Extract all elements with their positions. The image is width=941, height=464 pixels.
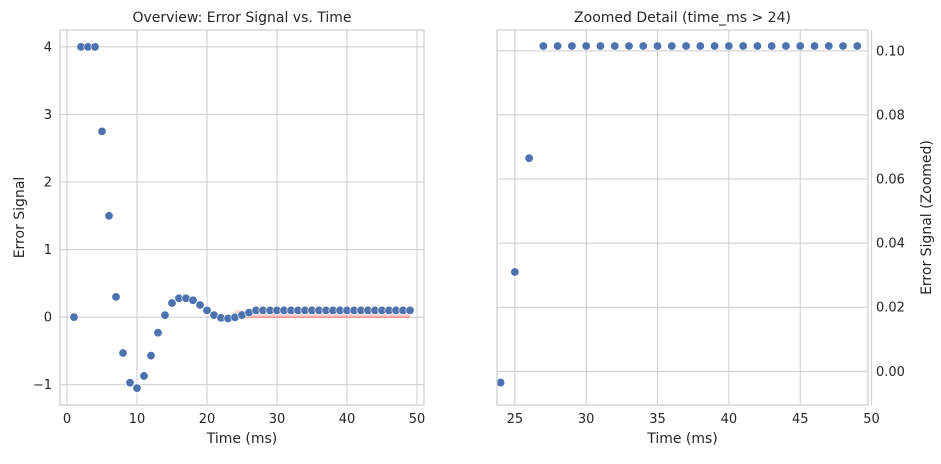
y-tick-label: 1 bbox=[44, 243, 52, 258]
overview-x-axis-label: Time (ms) bbox=[206, 431, 278, 447]
y-tick-label: 0.08 bbox=[876, 108, 905, 123]
x-tick-label: 50 bbox=[409, 412, 426, 427]
zoomed-chart: 25 30 35 40 45 50 0.00 0.02 0.04 0.06 0.08 0.10 Zo… bbox=[496, 10, 935, 447]
data-point bbox=[581, 41, 591, 51]
x-tick-label: 45 bbox=[792, 412, 809, 427]
data-point bbox=[667, 41, 677, 51]
data-point bbox=[195, 300, 205, 310]
zoomed-x-axis-label: Time (ms) bbox=[646, 431, 718, 447]
overview-chart: 0 10 20 30 40 50 −1 0 1 2 3 4 Overview: Error Sign… bbox=[12, 10, 425, 447]
y-tick-label: 0.04 bbox=[876, 237, 905, 252]
y-tick-label: 0.10 bbox=[876, 44, 905, 59]
y-tick-label: 3 bbox=[44, 108, 52, 123]
x-tick-label: 40 bbox=[339, 412, 356, 427]
data-point bbox=[510, 267, 520, 277]
data-point bbox=[595, 41, 605, 51]
x-tick-label: 0 bbox=[63, 412, 71, 427]
data-point bbox=[752, 41, 762, 51]
data-point bbox=[188, 295, 198, 305]
x-tick-label: 30 bbox=[578, 412, 595, 427]
data-point bbox=[496, 378, 506, 388]
data-point bbox=[202, 305, 212, 315]
data-point bbox=[567, 41, 577, 51]
x-tick-label: 30 bbox=[269, 412, 286, 427]
data-point bbox=[69, 312, 79, 322]
x-tick-label: 50 bbox=[863, 412, 880, 427]
y-tick-label: 0.00 bbox=[876, 365, 905, 380]
y-tick-label: 0.02 bbox=[876, 301, 905, 316]
data-point bbox=[405, 305, 415, 315]
data-point bbox=[132, 383, 142, 393]
data-point bbox=[104, 211, 114, 221]
data-point bbox=[738, 41, 748, 51]
highlight-band bbox=[235, 310, 410, 318]
data-point bbox=[638, 41, 648, 51]
data-point bbox=[681, 41, 691, 51]
data-point bbox=[111, 292, 121, 302]
data-point bbox=[167, 298, 177, 308]
data-point bbox=[767, 41, 777, 51]
data-point bbox=[653, 41, 663, 51]
data-point bbox=[624, 41, 634, 51]
data-point bbox=[610, 41, 620, 51]
data-point bbox=[118, 348, 128, 358]
data-point bbox=[97, 126, 107, 136]
data-point bbox=[160, 310, 170, 320]
data-point bbox=[695, 41, 705, 51]
zoomed-y-axis-label: Error Signal (Zoomed) bbox=[919, 140, 935, 295]
data-point bbox=[146, 351, 156, 361]
x-tick-label: 25 bbox=[507, 412, 524, 427]
overview-title: Overview: Error Signal vs. Time bbox=[132, 10, 351, 26]
data-point bbox=[524, 153, 534, 163]
data-point bbox=[90, 42, 100, 52]
y-tick-label: 4 bbox=[44, 40, 52, 55]
y-tick-label: 2 bbox=[44, 176, 52, 191]
overview-plot-frame bbox=[59, 29, 425, 406]
x-tick-label: 10 bbox=[129, 412, 146, 427]
data-point bbox=[125, 378, 135, 388]
data-point bbox=[710, 41, 720, 51]
data-point bbox=[153, 328, 163, 338]
data-point bbox=[824, 41, 834, 51]
data-point bbox=[781, 41, 791, 51]
data-point bbox=[139, 371, 149, 381]
data-point bbox=[553, 41, 563, 51]
x-tick-label: 20 bbox=[199, 412, 216, 427]
overview-y-axis-label: Error Signal bbox=[12, 177, 28, 259]
y-tick-label: 0 bbox=[44, 311, 52, 326]
data-point bbox=[538, 41, 548, 51]
data-point bbox=[838, 41, 848, 51]
data-point bbox=[809, 41, 819, 51]
data-point bbox=[795, 41, 805, 51]
zoomed-title: Zoomed Detail (time_ms > 24) bbox=[574, 10, 791, 26]
y-tick-label: 0.06 bbox=[876, 173, 905, 188]
y-tick-label: −1 bbox=[33, 378, 52, 393]
data-point bbox=[852, 41, 862, 51]
data-point bbox=[724, 41, 734, 51]
x-tick-label: 35 bbox=[649, 412, 666, 427]
x-tick-label: 40 bbox=[721, 412, 738, 427]
zoomed-plot-frame bbox=[496, 29, 869, 406]
